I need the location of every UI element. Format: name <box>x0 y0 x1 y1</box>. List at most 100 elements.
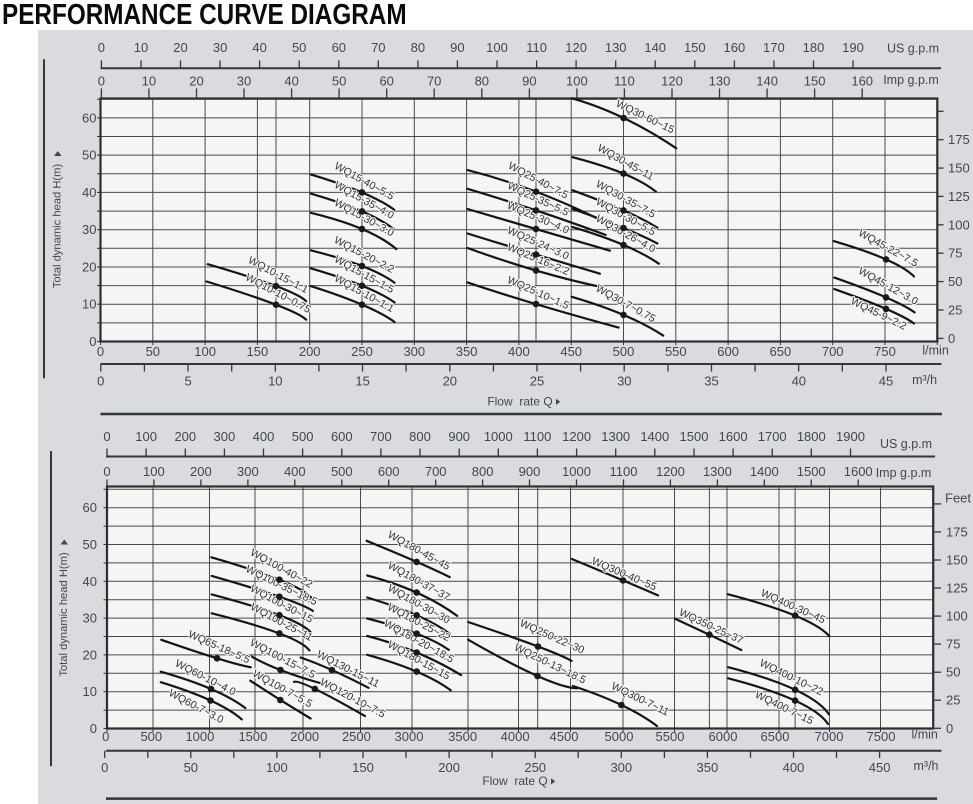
svg-text:10: 10 <box>134 40 148 55</box>
svg-text:4000: 4000 <box>501 729 530 744</box>
svg-text:50: 50 <box>946 665 960 680</box>
svg-text:150: 150 <box>948 161 970 176</box>
svg-text:50: 50 <box>83 537 97 552</box>
svg-text:25: 25 <box>946 693 960 708</box>
svg-text:120: 120 <box>661 74 683 89</box>
svg-text:0: 0 <box>89 334 96 349</box>
svg-text:40: 40 <box>792 373 806 388</box>
svg-text:300: 300 <box>403 344 425 359</box>
svg-text:110: 110 <box>614 74 635 89</box>
svg-text:0: 0 <box>102 729 109 744</box>
svg-text:300: 300 <box>610 760 632 775</box>
svg-text:1500: 1500 <box>797 464 826 479</box>
svg-text:400: 400 <box>783 760 805 775</box>
svg-text:450: 450 <box>869 760 891 775</box>
svg-text:10: 10 <box>83 684 97 699</box>
svg-text:80: 80 <box>411 40 425 55</box>
svg-text:75: 75 <box>948 246 962 261</box>
svg-text:l/min: l/min <box>911 727 937 741</box>
svg-text:140: 140 <box>756 74 778 89</box>
svg-text:m³/h: m³/h <box>914 759 939 773</box>
svg-text:100: 100 <box>948 217 970 232</box>
svg-text:US g.p.m: US g.p.m <box>880 437 932 451</box>
svg-text:250: 250 <box>524 760 546 775</box>
svg-text:1000: 1000 <box>484 429 513 444</box>
svg-text:60: 60 <box>332 40 346 55</box>
svg-text:10: 10 <box>82 297 96 312</box>
svg-text:150: 150 <box>352 760 374 775</box>
svg-text:130: 130 <box>709 74 731 89</box>
svg-text:200: 200 <box>438 760 460 775</box>
svg-text:30: 30 <box>617 373 631 388</box>
svg-text:3000: 3000 <box>395 729 424 744</box>
svg-text:70: 70 <box>371 40 385 55</box>
svg-text:Imp g.p.m: Imp g.p.m <box>883 73 939 87</box>
svg-text:140: 140 <box>644 40 666 55</box>
svg-text:0: 0 <box>97 344 104 359</box>
svg-text:100: 100 <box>946 609 968 624</box>
svg-text:40: 40 <box>82 185 96 200</box>
svg-text:700: 700 <box>425 464 447 479</box>
svg-text:Total dynamic head H(m): Total dynamic head H(m) <box>58 552 70 677</box>
svg-text:500: 500 <box>613 344 635 359</box>
svg-text:10: 10 <box>142 74 156 89</box>
svg-text:350: 350 <box>456 344 478 359</box>
svg-text:200: 200 <box>174 429 196 444</box>
svg-text:20: 20 <box>83 647 97 662</box>
svg-text:7500: 7500 <box>867 729 896 744</box>
svg-text:70: 70 <box>427 74 441 89</box>
svg-text:130: 130 <box>605 40 627 55</box>
svg-text:600: 600 <box>717 344 739 359</box>
svg-text:125: 125 <box>948 189 970 204</box>
svg-text:80: 80 <box>475 74 489 89</box>
svg-text:170: 170 <box>763 40 785 55</box>
svg-text:30: 30 <box>83 611 97 626</box>
svg-text:Flow rate Q: Flow rate Q <box>482 774 547 788</box>
svg-text:175: 175 <box>948 132 970 147</box>
svg-text:1700: 1700 <box>758 429 787 444</box>
svg-text:20: 20 <box>189 74 203 89</box>
svg-text:30: 30 <box>82 222 96 237</box>
svg-text:125: 125 <box>946 581 968 596</box>
svg-text:600: 600 <box>331 429 353 444</box>
svg-text:60: 60 <box>379 74 393 89</box>
svg-text:35: 35 <box>704 373 718 388</box>
svg-text:550: 550 <box>665 344 687 359</box>
svg-text:1600: 1600 <box>844 464 873 479</box>
svg-text:1000: 1000 <box>562 464 591 479</box>
svg-text:0: 0 <box>946 721 953 736</box>
svg-text:100: 100 <box>266 760 288 775</box>
svg-text:0: 0 <box>98 40 105 55</box>
svg-text:40: 40 <box>83 574 97 589</box>
svg-text:1500: 1500 <box>238 729 267 744</box>
svg-text:160: 160 <box>724 40 746 55</box>
svg-text:75: 75 <box>946 637 960 652</box>
svg-text:150: 150 <box>684 40 706 55</box>
svg-text:4500: 4500 <box>550 729 579 744</box>
svg-text:50: 50 <box>948 274 962 289</box>
svg-text:150: 150 <box>946 553 968 568</box>
svg-text:450: 450 <box>560 344 582 359</box>
svg-text:5500: 5500 <box>656 729 685 744</box>
svg-text:25: 25 <box>948 303 962 318</box>
svg-text:10: 10 <box>268 373 282 388</box>
svg-text:0: 0 <box>103 464 110 479</box>
svg-text:700: 700 <box>370 429 392 444</box>
svg-text:1400: 1400 <box>750 464 779 479</box>
svg-text:900: 900 <box>519 464 541 479</box>
svg-text:400: 400 <box>284 464 306 479</box>
svg-text:0: 0 <box>101 760 108 775</box>
svg-text:1100: 1100 <box>610 464 638 479</box>
svg-text:100: 100 <box>486 40 508 55</box>
svg-text:300: 300 <box>237 464 259 479</box>
svg-text:3500: 3500 <box>448 729 477 744</box>
svg-text:Imp g.p.m: Imp g.p.m <box>876 466 932 480</box>
svg-text:90: 90 <box>450 40 464 55</box>
svg-text:900: 900 <box>448 429 470 444</box>
svg-text:1800: 1800 <box>797 429 826 444</box>
svg-text:0: 0 <box>103 429 110 444</box>
svg-text:180: 180 <box>803 40 825 55</box>
svg-text:150: 150 <box>804 74 826 89</box>
svg-text:200: 200 <box>299 344 321 359</box>
svg-text:160: 160 <box>851 74 873 89</box>
